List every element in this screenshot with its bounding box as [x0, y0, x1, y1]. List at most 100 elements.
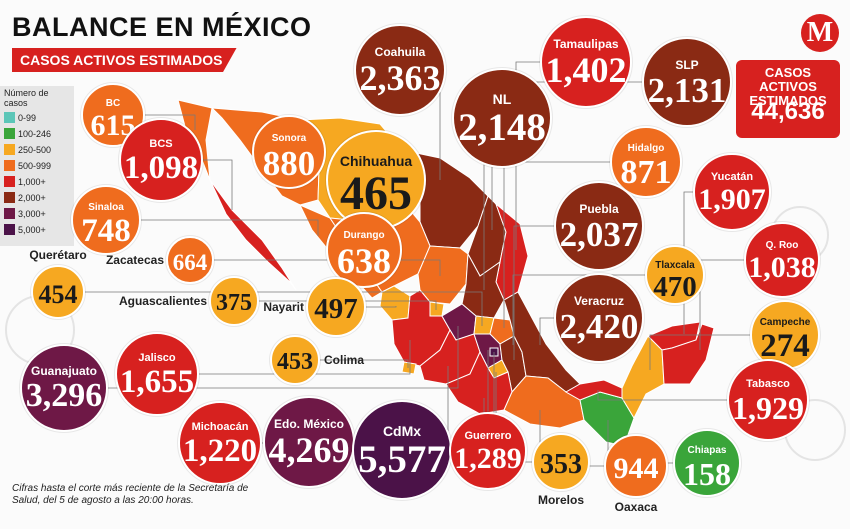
legend-label: 250-500	[18, 145, 52, 155]
state-name: Yucatán	[710, 171, 754, 183]
state-bubble: 353	[532, 433, 590, 491]
legend-label: 3,000+	[18, 209, 46, 219]
state-value: 1,655	[119, 364, 195, 400]
page-subtitle: CASOS ACTIVOS ESTIMADOS	[12, 48, 237, 72]
legend-label: 2,000+	[18, 193, 46, 203]
state-value: 497	[314, 293, 358, 325]
state-name: Michoacán	[191, 421, 249, 433]
state-name: Colima	[324, 353, 365, 367]
state-value: 465	[340, 167, 412, 220]
state-value: 871	[620, 154, 672, 191]
state-value: 158	[683, 456, 731, 492]
state-bubble: SLP 2,131	[642, 37, 732, 127]
state-bubble: 454	[31, 265, 85, 319]
state-value: 470	[653, 271, 697, 303]
legend-item: 2,000+	[4, 192, 46, 204]
state-name: Tabasco	[746, 378, 790, 390]
state-bubble: Michoacán 1,220	[178, 401, 262, 485]
state-bubble: Hidalgo 871	[610, 126, 682, 198]
state-bubble: Tlaxcala 470	[645, 245, 705, 305]
legend-label: 500-999	[18, 161, 52, 171]
state-bubble: CdMx 5,577	[352, 400, 452, 500]
logo-letter: M	[806, 17, 834, 48]
state-name: Guerrero	[464, 430, 512, 442]
state-bubble: Sinaloa 748	[71, 185, 141, 255]
region-guerrero	[445, 350, 513, 415]
state-name: Edo. México	[273, 417, 344, 431]
state-name: Sinaloa	[88, 202, 124, 213]
state-bubble: Campeche 274	[750, 300, 820, 370]
legend-swatch	[4, 112, 15, 123]
state-name: Morelos	[537, 493, 584, 507]
legend-swatch	[4, 176, 15, 187]
state-name: CdMx	[382, 423, 422, 439]
state-name: BC	[105, 98, 121, 109]
leader-line	[597, 390, 768, 401]
legend-swatch	[4, 192, 15, 203]
state-bubble: Puebla 2,037	[554, 181, 644, 271]
leader-line	[512, 274, 675, 345]
state-name: Hidalgo	[627, 143, 665, 154]
state-bubble: BCS 1,098	[119, 118, 203, 202]
state-bubble: Guerrero 1,289	[449, 412, 527, 490]
state-bubble: Chiapas 158	[673, 429, 741, 497]
state-value: 2,363	[359, 58, 441, 98]
state-value: 3,296	[25, 377, 103, 414]
state-bubble: 375	[209, 276, 259, 326]
leader-line	[649, 334, 785, 370]
state-bubble: Chihuahua 465	[326, 130, 426, 230]
brand-logo: M	[801, 14, 839, 52]
state-bubble: Yucatán 1,907	[693, 153, 771, 231]
state-name: Coahuila	[374, 45, 426, 59]
state-name: Q. Roo	[765, 240, 799, 251]
state-value: 2,420	[559, 307, 639, 346]
leader-line	[234, 300, 437, 310]
state-value: 748	[81, 213, 131, 249]
legend-swatch	[4, 128, 15, 139]
state-bubble: 453	[270, 335, 320, 385]
legend-label: 5,000+	[18, 225, 46, 235]
leader-line	[295, 359, 409, 368]
state-name: NL	[492, 91, 512, 107]
legend-swatch	[4, 208, 15, 219]
state-name: Aguascalientes	[118, 294, 207, 308]
state-bubble: 664	[166, 236, 214, 284]
state-bubble: Veracruz 2,420	[554, 273, 644, 363]
legend-swatch	[4, 224, 15, 235]
state-value: 2,131	[647, 71, 727, 110]
state-bubble: Sonora 880	[252, 115, 326, 189]
state-value: 638	[337, 241, 391, 281]
state-name: Durango	[343, 230, 385, 241]
legend-title: Número de casos	[4, 88, 49, 108]
state-name: Querétaro	[29, 248, 87, 262]
legend-label: 1,000+	[18, 177, 46, 187]
region-qroo	[661, 323, 715, 385]
state-name: Nayarit	[263, 300, 304, 314]
state-value: 274	[760, 328, 810, 364]
legend-item: 250-500	[4, 144, 51, 156]
state-value: 454	[38, 280, 78, 309]
state-name: Campeche	[759, 317, 811, 328]
region-colima	[401, 361, 417, 375]
state-value: 4,269	[268, 430, 350, 470]
region-nayarit	[379, 285, 411, 321]
page-title: BALANCE EN MÉXICO	[12, 12, 312, 42]
state-value: 944	[613, 452, 659, 485]
leader-line	[58, 291, 483, 326]
total-box: CASOS ACTIVOS ESTIMADOS 44,636	[736, 60, 840, 138]
state-bubble: Guanajuato 3,296	[20, 344, 108, 432]
legend-swatch	[4, 144, 15, 155]
state-name: SLP	[675, 58, 699, 72]
leader-line	[106, 219, 319, 236]
state-name: Puebla	[579, 202, 619, 216]
state-name: BCS	[149, 138, 173, 150]
legend-item: 1,000+	[4, 176, 46, 188]
state-value: 2,148	[458, 106, 546, 149]
state-name: Tlaxcala	[655, 260, 695, 271]
state-value: 1,289	[454, 442, 522, 475]
total-label-line2: ESTIMADOS	[749, 93, 827, 108]
state-bubble: Tabasco 1,929	[727, 359, 809, 441]
state-name: Jalisco	[138, 352, 176, 364]
state-bubble: Durango 638	[326, 212, 402, 288]
leader-line	[190, 259, 441, 276]
